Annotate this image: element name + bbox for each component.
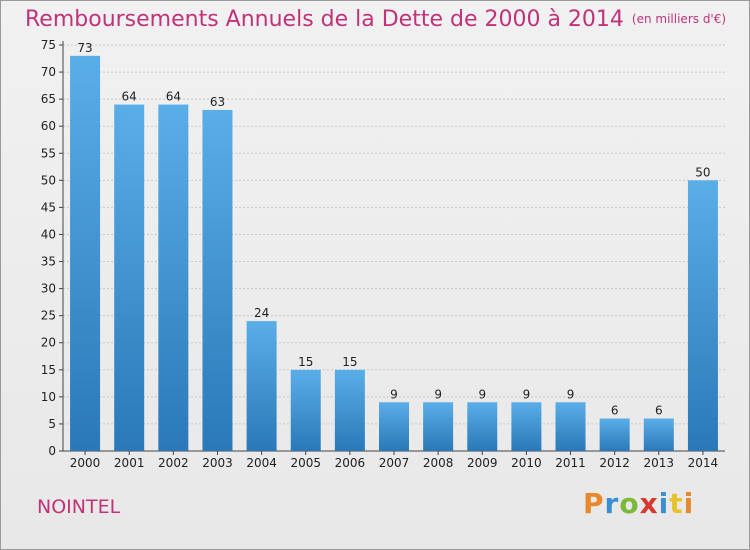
x-tick-label-2008: 2008 [423, 456, 454, 470]
value-label-2012: 6 [611, 404, 619, 418]
x-tick-label-2000: 2000 [70, 456, 101, 470]
y-tick-label: 60 [41, 119, 56, 133]
x-tick-label-2007: 2007 [379, 456, 410, 470]
value-label-2005: 15 [298, 355, 313, 369]
y-tick-label: 40 [41, 227, 56, 241]
bar-2000 [70, 55, 101, 452]
value-label-2009: 9 [478, 387, 486, 401]
x-tick-label-2005: 2005 [290, 456, 321, 470]
labels: 73 2000 64 2001 64 2002 63 2003 24 2004 15 2005 15 20… [70, 41, 718, 470]
logo-letter: x [639, 487, 659, 520]
logo-letter: t [669, 487, 684, 520]
value-label-2007: 9 [390, 387, 398, 401]
y-tick-label: 35 [41, 255, 56, 269]
value-label-2000: 73 [77, 41, 92, 55]
value-label-2010: 9 [523, 387, 531, 401]
bar-2005 [290, 369, 321, 451]
y-tick-label: 65 [41, 92, 56, 106]
y-tick-label: 20 [41, 336, 56, 350]
value-label-2008: 9 [434, 387, 442, 401]
bar-2006 [334, 369, 365, 451]
chart-title: Remboursements Annuels de la Dette de 20… [25, 7, 726, 32]
bar-2003 [202, 109, 233, 452]
bar-2011 [555, 402, 586, 451]
x-tick-label-2009: 2009 [467, 456, 498, 470]
y-tick-label: 55 [41, 146, 56, 160]
value-label-2013: 6 [655, 404, 663, 418]
bar-2008 [423, 402, 454, 451]
y-tick-label: 5 [48, 417, 56, 431]
bar-2013 [643, 418, 674, 451]
y-tick-label: 30 [41, 282, 56, 296]
bar-2014 [687, 180, 718, 452]
bar-2007 [379, 402, 409, 451]
y-tick-label: 0 [48, 444, 56, 458]
value-label-2001: 64 [122, 90, 137, 104]
x-tick-label-2011: 2011 [555, 456, 586, 470]
value-label-2002: 64 [166, 90, 181, 104]
logo-letter: o [619, 487, 640, 520]
logo-letter: i [658, 487, 670, 520]
bar-2009 [467, 402, 498, 451]
bar-2002 [158, 104, 189, 452]
y-tick-label: 75 [41, 38, 56, 52]
logo-letter: P [583, 487, 605, 520]
proxiti-logo: Proxiti [583, 487, 694, 520]
value-label-2011: 9 [567, 387, 575, 401]
y-tick-label: 15 [41, 363, 56, 377]
y-tick-label: 50 [41, 173, 56, 187]
y-tick-label: 10 [41, 390, 56, 404]
logo-letter: r [604, 487, 620, 520]
commune-name: NOINTEL [37, 496, 121, 518]
x-tick-label-2002: 2002 [158, 456, 189, 470]
x-tick-label-2013: 2013 [644, 456, 675, 470]
chart-subtitle: (en milliers d'€) [631, 12, 727, 26]
chart-title-text: Remboursements Annuels de la Dette de 20… [25, 7, 624, 32]
bar-2004 [246, 321, 277, 451]
x-tick-label-2003: 2003 [202, 456, 233, 470]
y-tick-label: 70 [41, 65, 56, 79]
value-label-2003: 63 [210, 95, 225, 109]
value-label-2006: 15 [342, 355, 357, 369]
x-tick-label-2014: 2014 [688, 456, 719, 470]
value-label-2014: 50 [695, 165, 710, 179]
logo-letter: i [683, 487, 695, 520]
x-tick-label-2001: 2001 [114, 456, 145, 470]
bar-2012 [599, 418, 630, 451]
y-tick-label: 45 [41, 200, 56, 214]
x-tick-label-2012: 2012 [599, 456, 630, 470]
bar-2001 [114, 104, 145, 452]
bars [70, 55, 718, 452]
y-tick-label: 25 [41, 309, 56, 323]
bar-2010 [511, 402, 542, 451]
value-label-2004: 24 [254, 306, 269, 320]
x-tick-label-2004: 2004 [246, 456, 277, 470]
x-tick-label-2010: 2010 [511, 456, 542, 470]
x-tick-label-2006: 2006 [335, 456, 366, 470]
